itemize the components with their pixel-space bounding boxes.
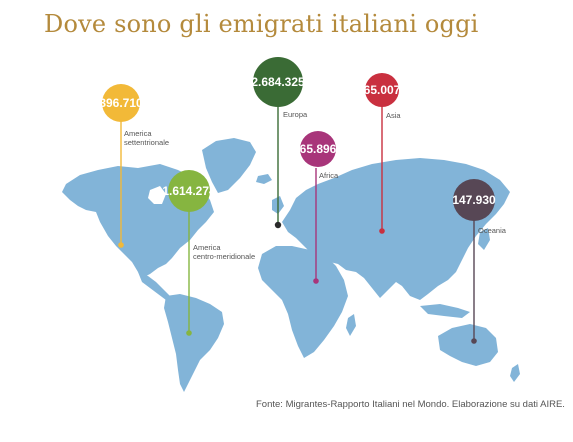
pin-stems bbox=[120, 92, 475, 340]
north-america-label: America settentrionale bbox=[124, 129, 169, 147]
hudson-bay-shape bbox=[148, 186, 166, 204]
oceania-value: 147.930 bbox=[452, 193, 496, 207]
europe-label: Europa bbox=[283, 110, 308, 119]
south-america-label-line2: centro-meridionale bbox=[193, 252, 256, 261]
asia-label: Asia bbox=[386, 111, 401, 120]
oceania-bubble: 147.930 bbox=[452, 179, 496, 221]
new-zealand-shape bbox=[510, 364, 520, 382]
europe-bubble: 2.684.325 bbox=[251, 57, 305, 107]
oceania-label: Oceania bbox=[478, 226, 506, 235]
continents bbox=[62, 138, 520, 392]
north-america-value: 396.710 bbox=[99, 96, 143, 110]
africa-label: Africa bbox=[319, 171, 339, 180]
asia-value: 65.007 bbox=[363, 83, 401, 97]
north-america-label-line1: America bbox=[124, 129, 152, 138]
oceania-dot bbox=[471, 338, 477, 344]
central-america-shape bbox=[138, 272, 170, 300]
europe-value: 2.684.325 bbox=[251, 75, 305, 89]
europe-dot bbox=[274, 221, 282, 229]
greenland-shape bbox=[202, 138, 256, 193]
australia-shape bbox=[438, 324, 498, 366]
south-america-label: America centro-meridionale bbox=[193, 243, 255, 261]
pin-dots bbox=[118, 221, 477, 344]
africa-value: 65.896 bbox=[299, 142, 337, 156]
asia-bubble: 65.007 bbox=[363, 73, 401, 107]
north-america-dot bbox=[118, 242, 124, 248]
south-america-label-line1: America bbox=[193, 243, 221, 252]
map-title: Dove sono gli emigrati italiani oggi bbox=[44, 10, 479, 38]
africa-bubble: 65.896 bbox=[300, 131, 336, 167]
indonesia-shape bbox=[420, 304, 470, 318]
africa-dot bbox=[313, 278, 319, 284]
japan-shape bbox=[478, 228, 490, 250]
asia-dot bbox=[379, 228, 385, 234]
south-america-dot bbox=[186, 330, 192, 336]
africa-shape bbox=[258, 246, 348, 358]
south-america-bubble: 1.614.274 bbox=[162, 170, 216, 212]
north-america-bubble: 396.710 bbox=[99, 84, 143, 122]
madagascar-shape bbox=[346, 314, 356, 336]
source-note: Fonte: Migrantes-Rapporto Italiani nel M… bbox=[256, 399, 565, 410]
iceland-shape bbox=[256, 174, 272, 184]
north-america-label-line2: settentrionale bbox=[124, 138, 170, 147]
south-america-value: 1.614.274 bbox=[162, 184, 216, 198]
south-america-shape bbox=[164, 294, 224, 392]
